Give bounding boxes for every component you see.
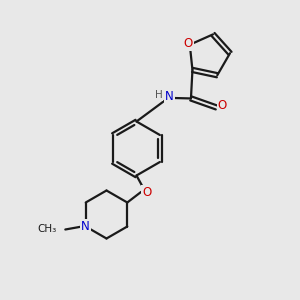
Text: H: H — [155, 90, 162, 100]
Text: O: O — [184, 37, 193, 50]
Text: N: N — [81, 220, 90, 233]
Text: O: O — [142, 185, 152, 199]
Text: N: N — [165, 91, 174, 103]
Text: O: O — [218, 100, 227, 112]
Text: CH₃: CH₃ — [37, 224, 56, 235]
